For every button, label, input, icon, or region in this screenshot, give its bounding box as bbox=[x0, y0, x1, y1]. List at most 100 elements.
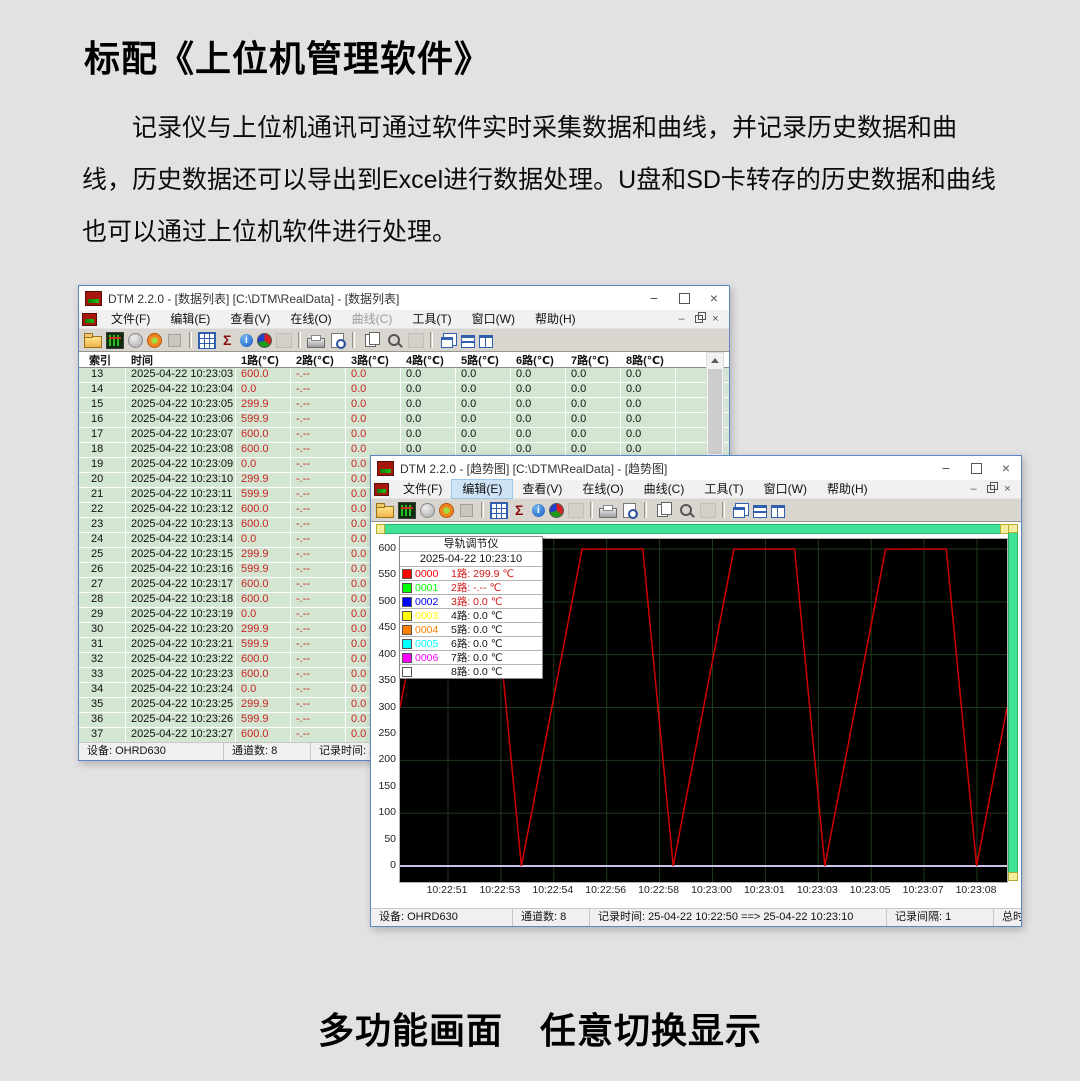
channel-legend: 导轨调节仪 2025-04-22 10:23:10 0000 1路: 299.9 … bbox=[399, 536, 543, 679]
print-preview-icon[interactable] bbox=[331, 332, 346, 349]
menu-查看(V)[interactable]: 查看(V) bbox=[522, 482, 563, 496]
tile-horizontal-icon[interactable] bbox=[461, 334, 475, 348]
pie-chart-icon[interactable] bbox=[549, 503, 564, 518]
cell: 0.0 bbox=[236, 458, 291, 472]
cascade-windows-icon[interactable] bbox=[441, 336, 453, 348]
menu-曲线(C)[interactable]: 曲线(C) bbox=[351, 312, 393, 326]
mdi-close-button[interactable]: × bbox=[1004, 483, 1011, 495]
win1-titlebar[interactable]: DTM 2.2.0 - [数据列表] [C:\DTM\RealData] - [… bbox=[79, 286, 729, 310]
channel-code: 0007 bbox=[415, 665, 439, 678]
open-folder-icon[interactable] bbox=[376, 503, 394, 518]
cell: 2025-04-22 10:23:16 bbox=[126, 563, 236, 577]
chart-vertical-scrollbar[interactable] bbox=[1008, 524, 1018, 881]
close-button[interactable]: × bbox=[1001, 460, 1011, 476]
y-tick-label: 150 bbox=[378, 779, 396, 792]
menu-帮助(H)[interactable]: 帮助(H) bbox=[826, 482, 868, 496]
mdi-minimize-button[interactable]: – bbox=[970, 483, 977, 495]
data-table-icon[interactable] bbox=[198, 331, 216, 349]
mdi-restore-button[interactable] bbox=[982, 482, 999, 496]
menu-查看(V)[interactable]: 查看(V) bbox=[230, 312, 271, 326]
cell: 36 bbox=[79, 713, 126, 727]
info-icon[interactable] bbox=[532, 504, 545, 517]
cascade-windows-icon[interactable] bbox=[733, 506, 745, 518]
record-icon[interactable] bbox=[147, 333, 162, 348]
menu-编辑(E)[interactable]: 编辑(E) bbox=[170, 312, 211, 326]
tile-vertical-icon[interactable] bbox=[479, 334, 493, 348]
y-tick-label: 600 bbox=[378, 542, 396, 554]
zoom-icon[interactable] bbox=[388, 334, 400, 346]
cell: 21 bbox=[79, 488, 126, 502]
info-icon[interactable] bbox=[240, 334, 253, 347]
toolbar-separator bbox=[590, 502, 593, 518]
open-folder-icon[interactable] bbox=[84, 333, 102, 348]
data-table-icon[interactable] bbox=[490, 501, 508, 519]
cell: 0.0 bbox=[621, 383, 676, 397]
cell: -.-- bbox=[291, 383, 346, 397]
print-preview-icon[interactable] bbox=[623, 502, 638, 519]
print-icon[interactable] bbox=[599, 504, 617, 518]
tile-vertical-icon[interactable] bbox=[771, 504, 785, 518]
cell: 25 bbox=[79, 548, 126, 562]
cell: 299.9 bbox=[236, 473, 291, 487]
menu-在线(O)[interactable]: 在线(O) bbox=[290, 312, 332, 326]
cell: -.-- bbox=[291, 713, 346, 727]
column-header: 7路(℃) bbox=[571, 355, 609, 367]
table-row[interactable]: 18 2025-04-22 10:23:08 600.0 -.-- 0.0 0.0 0.0 0… bbox=[79, 443, 729, 458]
zoom-icon[interactable] bbox=[680, 504, 692, 516]
stop-icon[interactable] bbox=[460, 503, 473, 517]
menu-窗口(W)[interactable]: 窗口(W) bbox=[763, 482, 807, 496]
menu-在线(O)[interactable]: 在线(O) bbox=[582, 482, 624, 496]
cell: 28 bbox=[79, 593, 126, 607]
channel-value: 5路: 0.0 ℃ bbox=[451, 624, 503, 636]
mdi-restore-button[interactable] bbox=[690, 312, 707, 326]
cell: -.-- bbox=[291, 593, 346, 607]
menu-工具(T)[interactable]: 工具(T) bbox=[412, 312, 452, 326]
mdi-close-button[interactable]: × bbox=[712, 313, 719, 325]
close-button[interactable]: × bbox=[709, 290, 719, 306]
minimize-button[interactable]: − bbox=[649, 290, 659, 306]
trend-plot[interactable] bbox=[399, 538, 1008, 883]
menu-文件(F)[interactable]: 文件(F) bbox=[111, 312, 151, 326]
menu-工具(T)[interactable]: 工具(T) bbox=[704, 482, 744, 496]
page-footer: 多功能画面 任意切换显示 bbox=[317, 1010, 762, 1051]
app-icon bbox=[85, 290, 102, 306]
table-header-row: 索引 时间 1路(℃) 2路(℃) 3路(℃) 4路(℃) 5路(℃) 6路(℃) 7路(℃) 8… bbox=[79, 352, 729, 368]
table-row[interactable]: 15 2025-04-22 10:23:05 299.9 -.-- 0.0 0.0 0.0 0… bbox=[79, 398, 729, 413]
menu-编辑(E)[interactable]: 编辑(E) bbox=[451, 479, 514, 499]
mdi-minimize-button[interactable]: – bbox=[678, 313, 685, 325]
print-icon[interactable] bbox=[307, 334, 325, 348]
scrollbar-thumb[interactable] bbox=[708, 369, 722, 454]
realtime-chart-icon[interactable] bbox=[106, 331, 124, 349]
table-row[interactable]: 13 2025-04-22 10:23:03 600.0 -.-- 0.0 0.0 0.0 0… bbox=[79, 368, 729, 383]
menu-窗口(W)[interactable]: 窗口(W) bbox=[471, 312, 515, 326]
cell: 14 bbox=[79, 383, 126, 397]
maximize-button[interactable] bbox=[669, 286, 699, 310]
win2-titlebar[interactable]: DTM 2.2.0 - [趋势图] [C:\DTM\RealData] - [趋… bbox=[371, 456, 1021, 480]
maximize-button[interactable] bbox=[961, 456, 991, 480]
realtime-chart-icon[interactable] bbox=[398, 501, 416, 519]
cell: -.-- bbox=[291, 368, 346, 382]
sum-icon[interactable] bbox=[220, 333, 236, 348]
y-tick-label: 50 bbox=[384, 832, 396, 845]
pause-icon[interactable] bbox=[420, 503, 435, 518]
pause-icon[interactable] bbox=[128, 333, 143, 348]
menu-帮助(H)[interactable]: 帮助(H) bbox=[534, 312, 576, 326]
pie-chart-icon[interactable] bbox=[257, 333, 272, 348]
cell: 0.0 bbox=[456, 413, 511, 427]
menu-曲线(C)[interactable]: 曲线(C) bbox=[643, 482, 685, 496]
sum-icon[interactable] bbox=[512, 503, 528, 518]
scroll-up-button[interactable] bbox=[707, 353, 723, 368]
record-icon[interactable] bbox=[439, 503, 454, 518]
tile-horizontal-icon[interactable] bbox=[753, 504, 767, 518]
menu-文件(F)[interactable]: 文件(F) bbox=[403, 482, 443, 496]
table-row[interactable]: 16 2025-04-22 10:23:06 599.9 -.-- 0.0 0.0 0.0 0… bbox=[79, 413, 729, 428]
chart-horizontal-scrollbar[interactable] bbox=[376, 524, 1009, 534]
copy-icon[interactable] bbox=[365, 331, 380, 347]
stop-icon[interactable] bbox=[168, 333, 181, 347]
table-row[interactable]: 17 2025-04-22 10:23:07 600.0 -.-- 0.0 0.0 0.0 0… bbox=[79, 428, 729, 443]
minimize-button[interactable]: − bbox=[941, 460, 951, 476]
copy-icon[interactable] bbox=[657, 501, 672, 517]
column-header: 4路(℃) bbox=[406, 355, 444, 367]
table-row[interactable]: 14 2025-04-22 10:23:04 0.0 -.-- 0.0 0.0 0.0 0.0… bbox=[79, 383, 729, 398]
cell: -.-- bbox=[291, 683, 346, 697]
